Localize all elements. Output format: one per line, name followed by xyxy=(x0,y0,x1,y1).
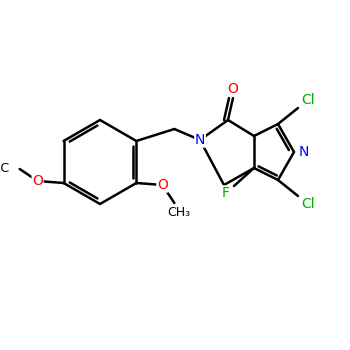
Text: N: N xyxy=(195,133,205,147)
Text: Cl: Cl xyxy=(301,93,315,107)
Text: Cl: Cl xyxy=(301,197,315,211)
Text: O: O xyxy=(157,178,168,192)
Text: CH₃: CH₃ xyxy=(167,205,190,218)
Text: O: O xyxy=(228,82,238,96)
Text: O: O xyxy=(32,174,43,188)
Text: F: F xyxy=(222,186,230,200)
Text: N: N xyxy=(299,145,309,159)
Text: H₃C: H₃C xyxy=(0,162,10,175)
